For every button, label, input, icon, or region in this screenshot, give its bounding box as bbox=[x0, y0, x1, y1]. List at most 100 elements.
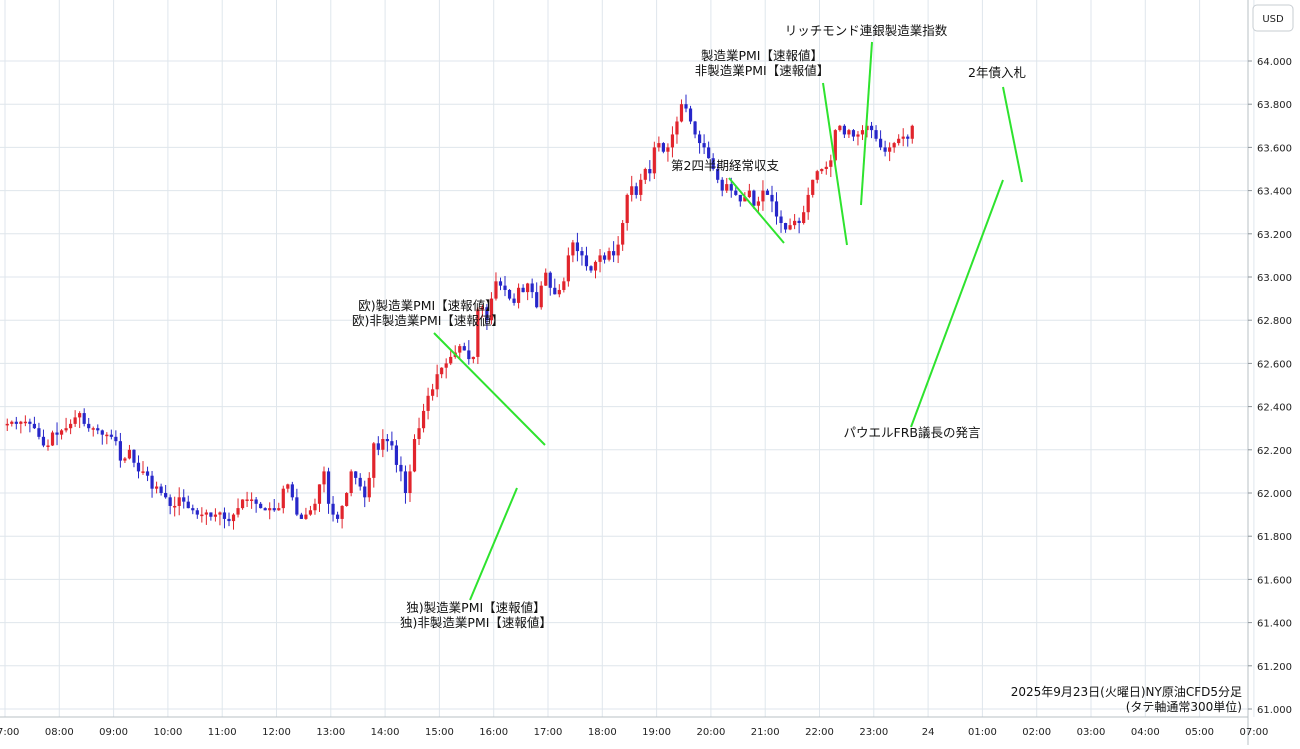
candle-body bbox=[313, 503, 317, 511]
annotation-line bbox=[1002, 86, 1023, 183]
candle-body bbox=[878, 138, 883, 148]
x-tick-label: 19:00 bbox=[642, 727, 671, 738]
candle-body bbox=[824, 166, 828, 169]
candle-body bbox=[697, 134, 702, 144]
candle-body bbox=[141, 471, 145, 473]
annotation-line bbox=[728, 177, 785, 244]
currency-badge: USD bbox=[1262, 14, 1284, 25]
y-tick-label: 63.200 bbox=[1257, 230, 1292, 241]
candle-body bbox=[507, 289, 512, 299]
candle-body bbox=[684, 104, 688, 109]
candle-body bbox=[770, 194, 774, 202]
candle-body bbox=[367, 477, 371, 498]
annotation-label: 独)製造業PMI【速報値】 bbox=[406, 600, 545, 615]
candle-body bbox=[480, 307, 484, 310]
candle-body bbox=[412, 439, 417, 472]
candle-body bbox=[390, 441, 394, 446]
candle-body bbox=[399, 464, 403, 472]
candle-body bbox=[869, 125, 874, 131]
annotation-label: 欧)製造業PMI【速報値】 bbox=[358, 298, 497, 313]
candle-body bbox=[41, 436, 46, 446]
x-tick-label: 03:00 bbox=[1077, 727, 1106, 738]
candle-body bbox=[204, 512, 208, 515]
candle-body bbox=[797, 220, 801, 223]
candle-body bbox=[299, 514, 303, 519]
candle-body bbox=[602, 255, 607, 260]
candle-body bbox=[643, 169, 647, 180]
candle-body bbox=[584, 255, 589, 267]
candle-body bbox=[295, 497, 299, 515]
candle-body bbox=[431, 389, 435, 396]
candle-body bbox=[702, 143, 706, 148]
candle-body bbox=[91, 428, 95, 430]
candle-body bbox=[19, 421, 23, 424]
candle-body bbox=[227, 518, 231, 522]
y-tick-label: 62.200 bbox=[1257, 446, 1292, 457]
y-tick-label: 62.800 bbox=[1257, 316, 1292, 327]
candle-body bbox=[123, 458, 127, 461]
y-tick-label: 63.000 bbox=[1257, 273, 1292, 284]
candle-body bbox=[268, 508, 272, 511]
candle-body bbox=[838, 125, 842, 131]
candle-body bbox=[883, 147, 887, 152]
candle-body bbox=[711, 158, 715, 169]
candle-body bbox=[114, 436, 118, 442]
candle-body bbox=[186, 501, 190, 509]
candle-body bbox=[616, 244, 620, 256]
annotation-line bbox=[433, 332, 546, 446]
candle-body bbox=[354, 471, 358, 478]
candle-body bbox=[335, 514, 340, 519]
annotations: 独)製造業PMI【速報値】独)非製造業PMI【速報値】 欧)製造業PMI【速報値】… bbox=[352, 23, 1026, 630]
candle-body bbox=[46, 445, 50, 447]
candle-body bbox=[806, 194, 810, 213]
candle-body bbox=[874, 130, 878, 139]
candle-body bbox=[218, 512, 222, 515]
candle-body bbox=[28, 421, 32, 424]
candle-body bbox=[720, 179, 724, 191]
candle-body bbox=[498, 281, 503, 286]
candle-body bbox=[521, 287, 525, 293]
annotation-label: パウエルFRB議長の発言 bbox=[844, 425, 981, 440]
candle-body bbox=[308, 510, 313, 515]
candle-body bbox=[435, 374, 439, 390]
annotation-label: 第2四半期経常収支 bbox=[671, 158, 779, 173]
candle-body bbox=[322, 471, 326, 485]
candle-body bbox=[5, 423, 9, 426]
candle-body bbox=[489, 298, 494, 321]
time-axis: 07:00 08:00 09:00 10:00 11:00 12:00 13:00 14:00… bbox=[0, 727, 1268, 738]
candle-body bbox=[444, 363, 448, 368]
candle-body bbox=[716, 169, 720, 180]
candle-body bbox=[69, 423, 73, 429]
candle-body bbox=[317, 484, 322, 504]
candle-body bbox=[403, 471, 408, 493]
x-tick-label: 17:00 bbox=[534, 727, 563, 738]
candle-body bbox=[512, 298, 516, 303]
candle-body bbox=[259, 503, 263, 509]
candle-body bbox=[363, 486, 367, 498]
candle-body bbox=[32, 423, 37, 429]
candle-body bbox=[539, 285, 543, 308]
candle-body bbox=[833, 130, 837, 161]
candle-body bbox=[661, 143, 665, 152]
y-tick-label: 63.600 bbox=[1257, 143, 1292, 154]
annotation-line bbox=[822, 82, 848, 246]
candle-body bbox=[168, 497, 172, 506]
candle-body bbox=[580, 251, 584, 256]
candle-body bbox=[213, 514, 218, 517]
candle-body bbox=[471, 356, 475, 360]
candle-body bbox=[195, 510, 199, 515]
candle-body bbox=[421, 410, 426, 429]
candle-body bbox=[888, 147, 892, 152]
candle-body bbox=[23, 421, 27, 424]
candle-body bbox=[14, 421, 18, 424]
price-axis: 61.000 61.200 61.400 61.600 61.800 62.000 62.2… bbox=[1248, 57, 1292, 716]
candle-body bbox=[331, 503, 335, 515]
candle-body bbox=[774, 201, 779, 217]
candle-body bbox=[177, 497, 181, 506]
candle-body bbox=[675, 121, 679, 135]
candle-body bbox=[462, 346, 466, 351]
candle-body bbox=[96, 428, 100, 431]
candle-body bbox=[593, 261, 598, 271]
candle-body bbox=[557, 289, 561, 295]
